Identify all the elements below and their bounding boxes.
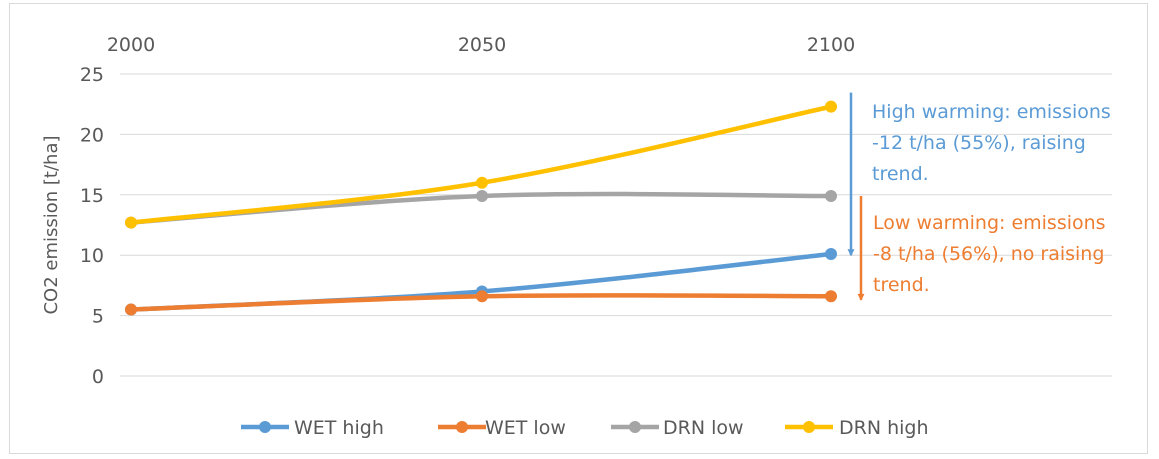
x-tick-label: 2000 xyxy=(107,34,155,56)
annotation-text-line: -8 t/ha (56%), no raising xyxy=(873,243,1104,265)
data-point-drn-high xyxy=(825,100,837,113)
y-tick-label: 15 xyxy=(80,185,104,207)
annotation-text-line: -12 t/ha (55%), raising xyxy=(872,132,1086,154)
data-point-drn-low xyxy=(476,190,488,203)
series-line-drn-high xyxy=(128,104,834,225)
annotation-text-line: Low warming: emissions xyxy=(873,212,1106,234)
annotation-text-line: High warming: emissions xyxy=(872,101,1111,123)
data-point-wet-low xyxy=(125,303,137,316)
data-point-wet-high xyxy=(825,247,837,260)
y-tick-label: 5 xyxy=(92,306,104,328)
data-point-drn-high xyxy=(476,176,488,189)
legend-marker-drn-low xyxy=(629,421,641,433)
y-tick-label: 25 xyxy=(80,64,104,86)
legend-marker-wet-high xyxy=(259,421,271,433)
annotation-text-line: trend. xyxy=(873,274,930,296)
legend-label-drn-high: DRN high xyxy=(839,417,929,439)
legend-label-wet-low: WET low xyxy=(485,417,566,439)
annotation-arrowhead xyxy=(847,249,855,257)
legend-marker-drn-high xyxy=(803,421,815,433)
legend-label-drn-low: DRN low xyxy=(663,417,744,439)
chart-frame xyxy=(9,3,1148,454)
y-tick-label: 20 xyxy=(80,124,104,146)
y-axis-label: CO2 emission [t/ha] xyxy=(41,135,62,314)
data-point-wet-low xyxy=(825,290,837,303)
legend-marker-wet-low xyxy=(456,421,468,433)
x-tick-label: 2050 xyxy=(458,34,506,56)
data-point-drn-high xyxy=(125,216,137,229)
x-tick-label: 2100 xyxy=(807,34,855,56)
y-tick-label: 10 xyxy=(80,245,104,267)
data-point-wet-low xyxy=(476,290,488,303)
annotation-text-line: trend. xyxy=(872,163,929,185)
annotation-arrowhead xyxy=(857,293,865,301)
y-tick-label: 0 xyxy=(92,366,104,388)
data-point-drn-low xyxy=(825,190,837,203)
legend-label-wet-high: WET high xyxy=(294,417,384,439)
